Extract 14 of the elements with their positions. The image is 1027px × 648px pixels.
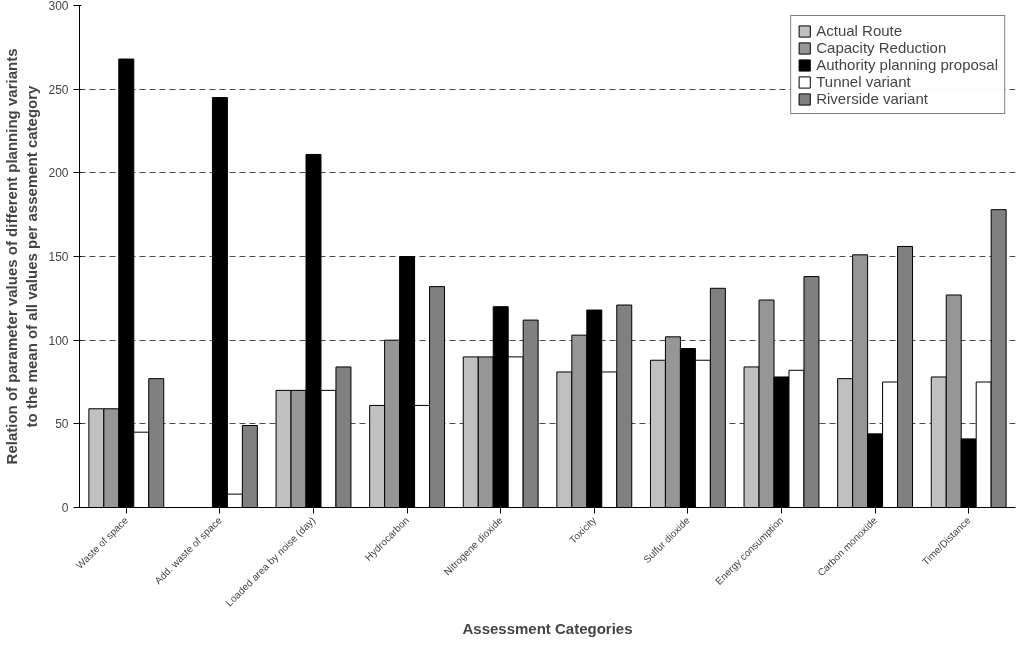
y-tick-label: 150 (48, 250, 69, 264)
y-tick-label: 250 (48, 82, 69, 97)
y-tick-label: 100 (48, 333, 69, 348)
y-tick-label: 300 (48, 0, 69, 13)
y-tick-label: 0 (61, 501, 69, 515)
y-tick-label: 200 (48, 166, 69, 181)
legend-label: Actual Route (816, 22, 903, 39)
legend-label: Tunnel variant (816, 73, 911, 90)
legend-label: Capacity Reduction (816, 39, 947, 56)
y-axis-title: Relation of parameter values of different planning variants to the mean of all values per assement category (3, 48, 41, 465)
y-tick-label: 50 (55, 417, 69, 432)
x-axis-title: Assessment Categories (462, 620, 633, 638)
legend-label: Riverside variant (816, 90, 928, 107)
legend-label: Authority planning proposal (816, 56, 998, 73)
